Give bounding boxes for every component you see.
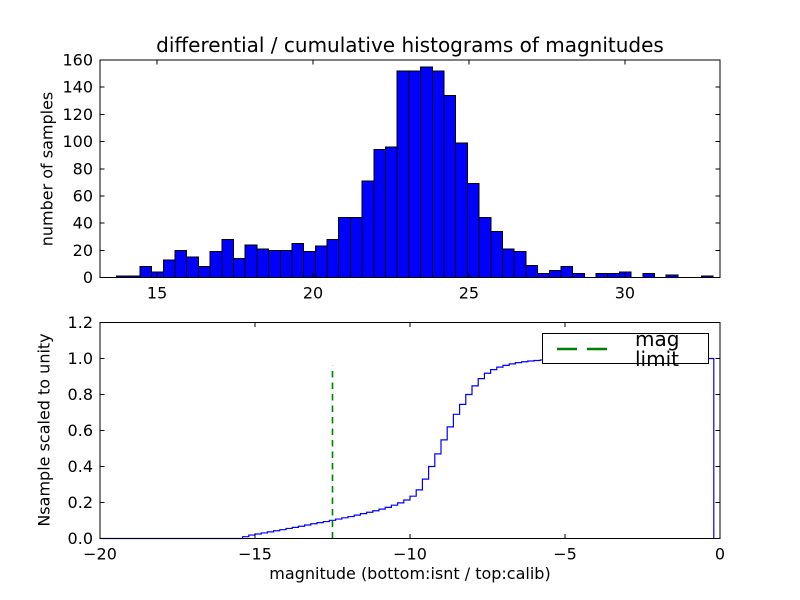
top-y-tick-label: 0	[83, 268, 93, 287]
hist-bar	[338, 217, 351, 278]
bottom-y-tick-label: 0.2	[68, 493, 93, 512]
hist-bar	[501, 248, 515, 278]
hist-bar	[396, 70, 410, 278]
hist-bar	[279, 249, 293, 278]
top-y-tick-label: 100	[62, 132, 93, 151]
hist-bar	[560, 266, 574, 278]
bottom-y-tick-label: 1.0	[68, 349, 93, 368]
hist-bar	[537, 272, 550, 278]
hist-bar	[209, 251, 223, 278]
hist-bar	[525, 264, 539, 278]
hist-bar	[256, 248, 270, 278]
top-x-tick-label: 15	[147, 284, 167, 303]
hist-bar	[174, 249, 188, 278]
hist-bar	[513, 251, 527, 278]
hist-bar	[385, 146, 398, 278]
hist-bar	[303, 251, 316, 278]
hist-bar	[291, 243, 305, 278]
cumulative-step-curve	[100, 357, 715, 540]
top-y-tick-label: 160	[62, 51, 93, 70]
hist-bar	[607, 272, 620, 278]
hist-bar	[420, 66, 433, 278]
hist-bar	[186, 256, 199, 278]
top-x-tick-label: 20	[303, 284, 323, 303]
bottom-x-axis-label: magnitude (bottom:isnt / top:calib)	[269, 564, 551, 583]
bottom-y-tick-label: 1.2	[68, 313, 93, 332]
hist-bar	[572, 272, 585, 278]
mag-limit-dash-sample-icon	[557, 347, 615, 350]
hist-bar	[443, 94, 457, 278]
bottom-x-tick-label: −5	[553, 545, 577, 564]
bottom-y-tick-label: 0.4	[68, 457, 93, 476]
bottom-y-tick-label: 0.8	[68, 385, 93, 404]
hist-bar	[268, 249, 281, 278]
top-chart-title: differential / cumulative histograms of …	[156, 33, 664, 57]
bottom-x-tick-label: −15	[238, 545, 272, 564]
hist-bar	[232, 257, 246, 278]
legend-box: mag limit	[542, 329, 709, 369]
hist-bar	[349, 217, 363, 278]
hist-bar	[478, 217, 492, 278]
legend-label: mag limit	[635, 326, 680, 371]
bottom-x-tick-label: 0	[715, 545, 725, 564]
bottom-y-tick-label: 0.0	[68, 529, 93, 548]
hist-bar	[455, 142, 468, 278]
hist-bar	[139, 266, 153, 278]
hist-bar	[197, 266, 211, 278]
top-y-tick-label: 60	[73, 186, 93, 205]
bottom-y-axis-label: Nsample scaled to unity	[34, 333, 54, 527]
top-y-tick-label: 80	[73, 159, 93, 178]
hist-bar	[373, 149, 387, 278]
top-x-tick-label: 30	[615, 284, 635, 303]
hist-bar	[642, 272, 656, 278]
hist-bar	[314, 245, 328, 278]
top-y-tick-label: 40	[73, 214, 93, 233]
hist-bar	[408, 70, 422, 278]
top-y-tick-label: 120	[62, 105, 93, 124]
top-x-tick-label: 25	[459, 284, 479, 303]
hist-bar	[221, 238, 234, 278]
top-y-axis-label: number of samples	[37, 91, 57, 247]
top-y-tick-label: 140	[62, 78, 93, 97]
hist-bar	[548, 270, 562, 278]
bottom-y-tick-label: 0.6	[68, 421, 93, 440]
hist-bar	[361, 180, 375, 278]
top-y-tick-label: 20	[73, 241, 93, 260]
hist-bar	[244, 244, 258, 278]
hist-bar	[490, 230, 503, 278]
hist-bar	[326, 238, 340, 278]
hist-bar	[595, 272, 609, 278]
hist-bar	[431, 70, 445, 278]
bottom-x-tick-label: −10	[393, 545, 427, 564]
hist-bar	[466, 183, 480, 278]
bottom-x-tick-label: −20	[83, 545, 117, 564]
hist-bar	[162, 259, 176, 278]
